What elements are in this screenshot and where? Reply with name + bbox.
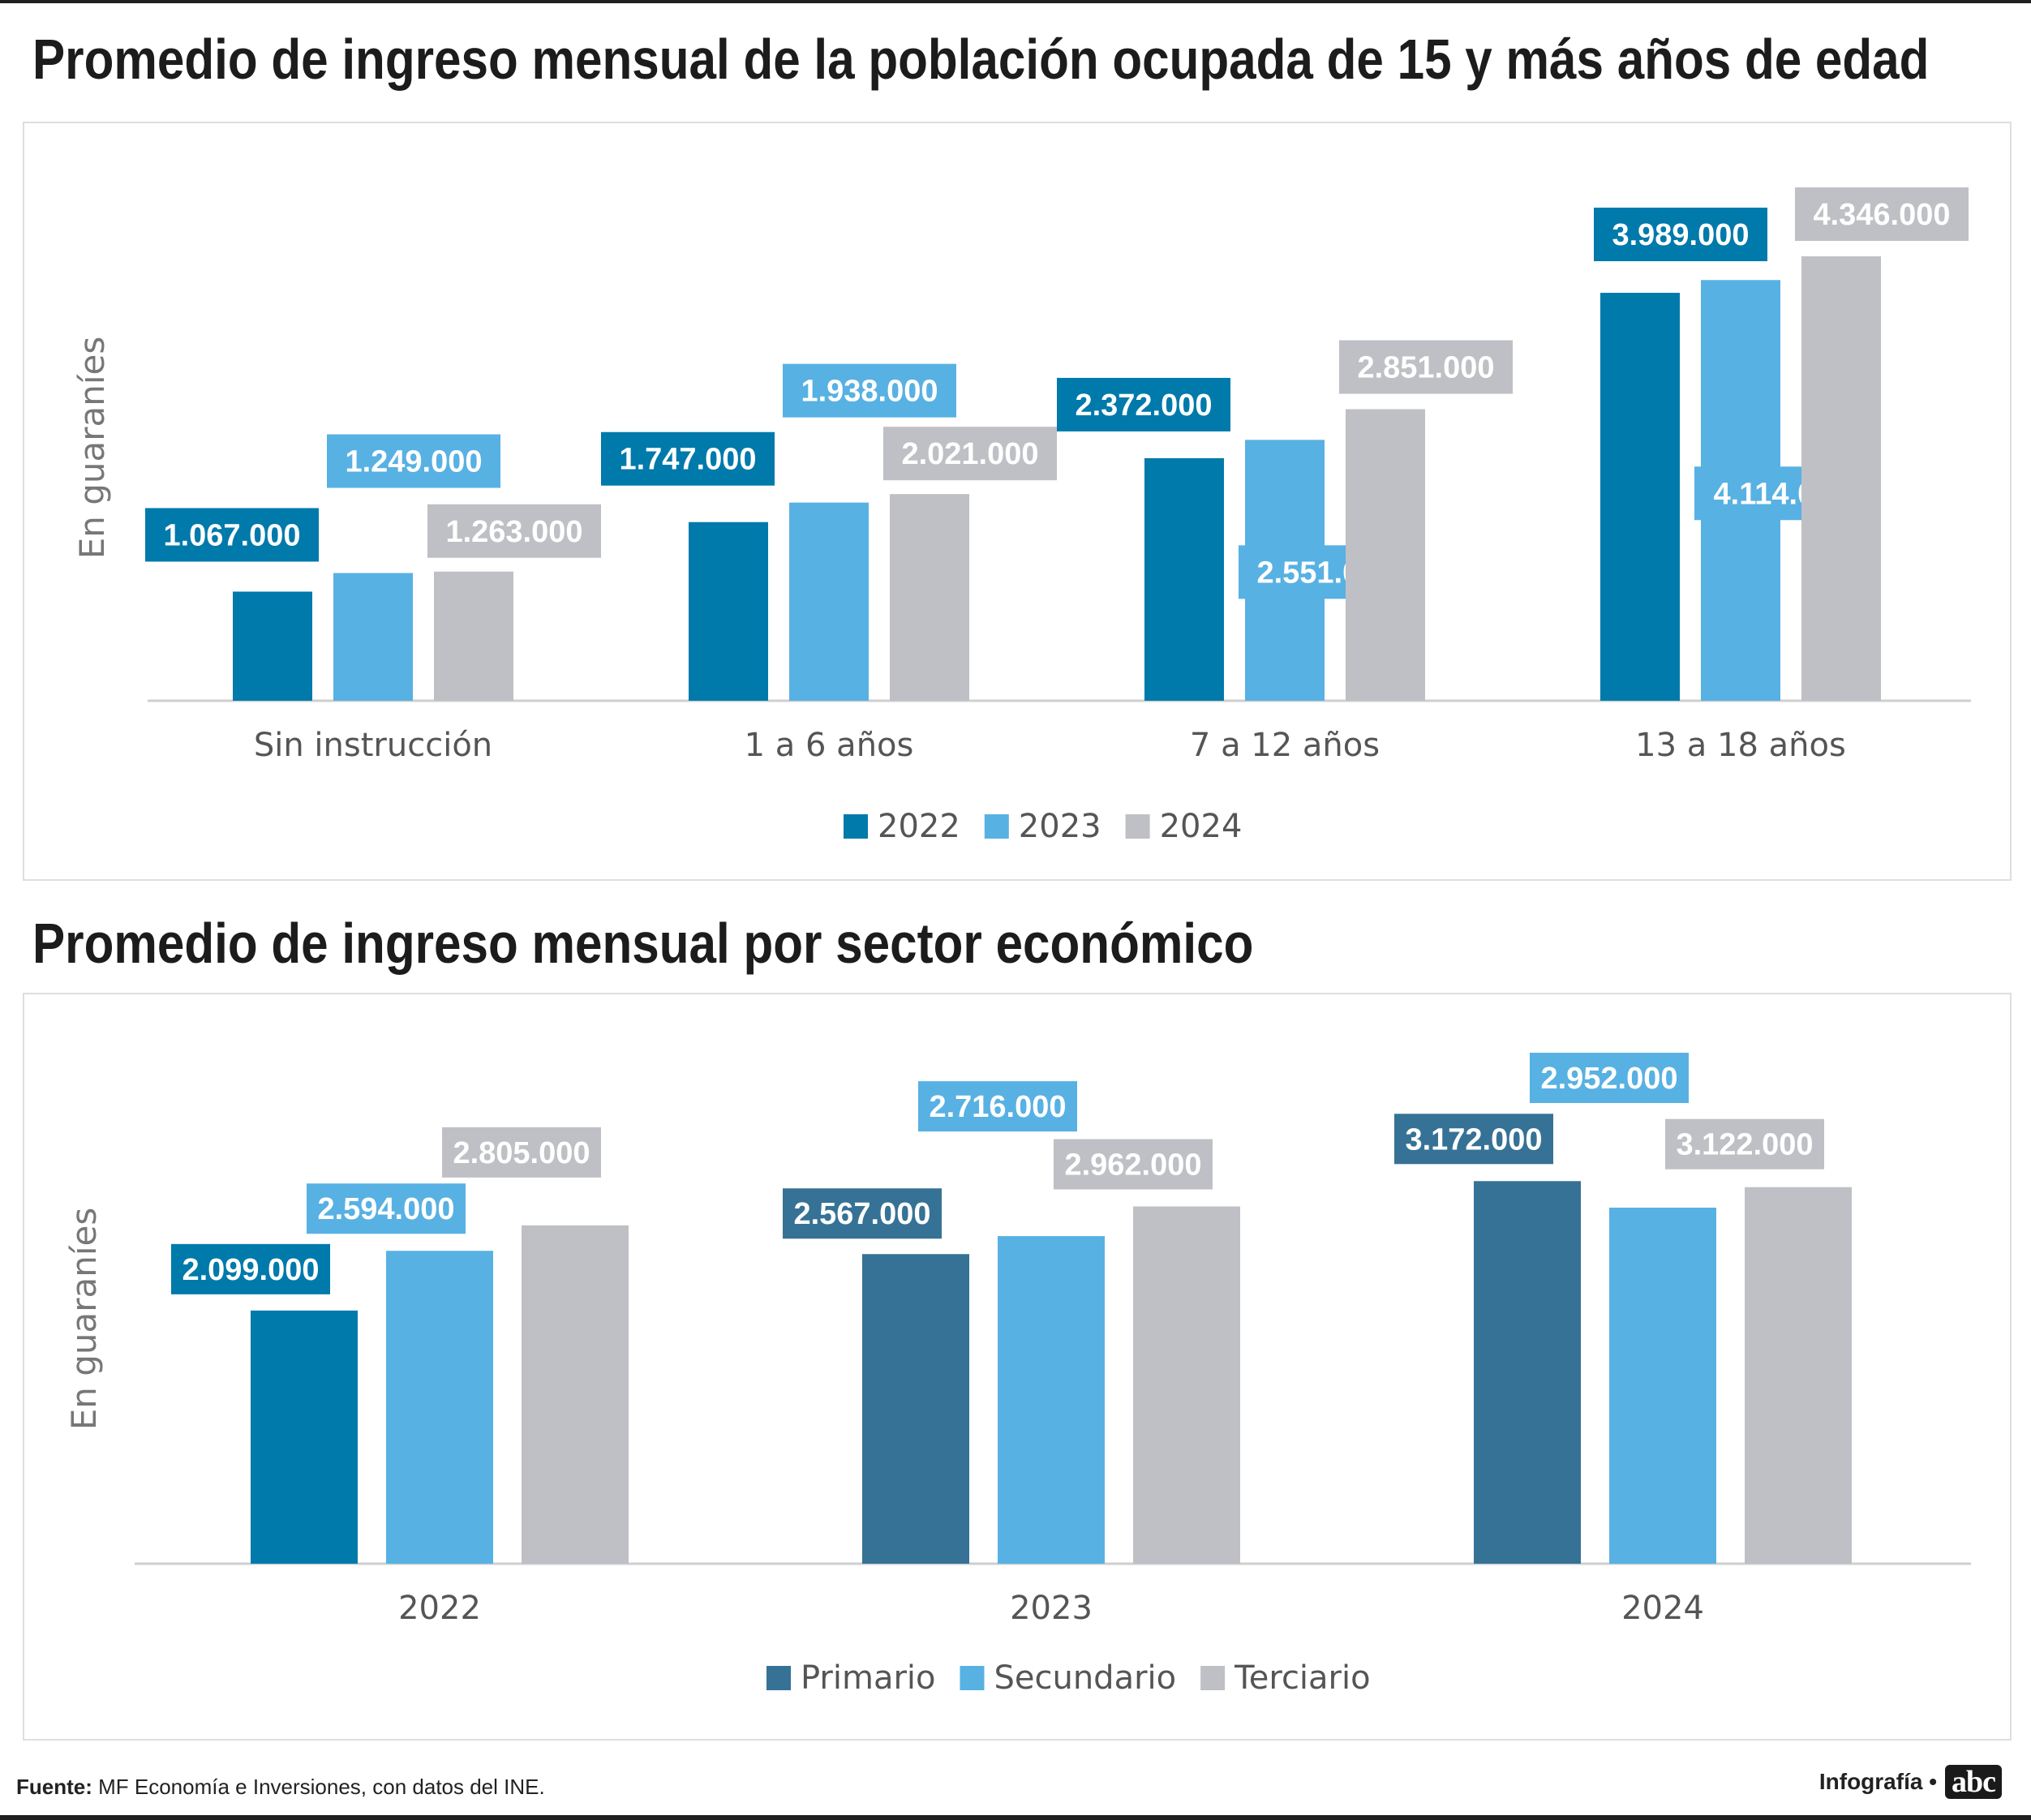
legend-swatch-2024 [1125,814,1150,839]
chart-education-svg: En guaraníes 1.067.000 1.249.000 1.263.000 S… [72,187,1971,845]
data-label-2024-13-a-18-anos: 4.346.000 [1813,198,1950,232]
chart-title-sector: Promedio de ingreso mensual por sector e… [32,912,1254,975]
data-label-2022-7-a-12-anos: 2.372.000 [1075,388,1212,423]
x-tick-label-2022: 2022 [398,1590,481,1627]
credit-text: Infografía • [1818,1769,1937,1794]
legend-label-2024: 2024 [1160,808,1243,845]
data-label-box-2022-sin-instruccion [145,508,319,562]
data-label-2022-1-a-6-anos: 1.747.000 [619,443,756,477]
chart-sector-svg: En guaraníes 2.099.000 2.594.000 2.805.000 2… [64,1052,1971,1697]
data-label-terciario-2023: 2.962.000 [1064,1148,1201,1182]
bar-2023-1-a-6-anos [789,502,869,701]
bar-terciario-2024 [1745,1187,1852,1564]
data-label-2022-sin-instruccion: 1.067.000 [163,518,300,552]
data-label-box-terciario-2023 [1054,1139,1213,1190]
data-label-box-2023-1-a-6-anos [783,363,956,418]
data-label-box-primario-2022 [171,1243,330,1294]
data-label-box-2023-sin-instruccion [327,434,500,488]
source-text: MF Economía e Inversiones, con datos del… [92,1775,545,1799]
x-tick-label-1-a-6-anos: 1 a 6 años [745,727,914,764]
data-label-terciario-2024: 3.122.000 [1676,1128,1813,1162]
data-label-2024-sin-instruccion: 1.263.000 [445,515,582,549]
x-tick-label-sin-instruccion: Sin instrucción [254,727,492,764]
x-tick-label-13-a-18-anos: 13 a 18 años [1635,727,1846,764]
bar-secundario-2023 [998,1236,1105,1564]
bar-2024-7-a-12-anos [1346,409,1425,701]
data-label-primario-2024: 3.172.000 [1405,1122,1542,1157]
data-label-box-primario-2024 [1394,1114,1553,1165]
chart-panel-sector: En guaraníes 2.099.000 2.594.000 2.805.000 2… [23,993,2012,1741]
data-label-2023-1-a-6-anos: 1.938.000 [801,375,938,409]
data-label-terciario-2022: 2.805.000 [453,1136,590,1170]
data-label-secundario-2023: 2.716.000 [929,1090,1066,1124]
legend-swatch-secundario [960,1666,985,1690]
legend-label-primario: Primario [801,1659,935,1697]
data-label-box-secundario-2022 [307,1183,466,1234]
bar-2022-sin-instruccion [233,591,312,701]
data-label-box-secundario-2024 [1530,1052,1689,1103]
data-label-box-2022-13-a-18-anos [1594,208,1767,262]
source-label: Fuente: [16,1775,92,1799]
y-axis-label: En guaraníes [64,1208,104,1431]
top-rule [0,0,2031,3]
data-label-box-terciario-2022 [442,1127,601,1178]
abc-logo: abc [1945,1765,2002,1799]
data-label-2024-1-a-6-anos: 2.021.000 [901,437,1038,471]
data-label-secundario-2022: 2.594.000 [317,1192,454,1226]
data-label-secundario-2024: 2.952.000 [1540,1062,1677,1096]
bar-primario-2024 [1474,1181,1581,1564]
bar-primario-2023 [862,1254,969,1564]
data-label-box-2022-7-a-12-anos [1057,377,1230,431]
x-tick-label-7-a-12-anos: 7 a 12 años [1190,727,1380,764]
bar-2024-13-a-18-anos [1801,256,1881,701]
data-label-box-2024-1-a-6-anos [883,427,1057,481]
bar-secundario-2022 [386,1251,493,1564]
data-label-box-terciario-2024 [1665,1118,1824,1170]
legend-label-terciario: Terciario [1234,1659,1370,1697]
bar-terciario-2023 [1133,1206,1240,1564]
legend-label-2023: 2023 [1019,808,1101,845]
data-label-box-2024-7-a-12-anos [1339,340,1513,394]
bar-primario-2022 [251,1310,358,1564]
data-label-2022-13-a-18-anos: 3.989.000 [1612,218,1749,252]
legend-label-secundario: Secundario [994,1659,1176,1697]
data-label-2024-7-a-12-anos: 2.851.000 [1357,351,1494,385]
bar-terciario-2022 [522,1225,629,1564]
legend-swatch-primario [766,1666,791,1690]
x-tick-label-2024: 2024 [1621,1590,1704,1627]
bar-2022-1-a-6-anos [689,522,768,701]
data-label-primario-2022: 2.099.000 [182,1253,319,1287]
credit: Infografía • abc [1819,1765,2002,1799]
data-label-box-secundario-2023 [918,1081,1077,1132]
data-label-2023-sin-instruccion: 1.249.000 [345,445,482,479]
bar-2024-1-a-6-anos [890,494,969,701]
bar-secundario-2024 [1609,1207,1716,1564]
data-label-box-2022-1-a-6-anos [601,431,775,486]
bar-2024-sin-instruccion [434,571,513,701]
data-label-box-2024-sin-instruccion [427,504,601,558]
chart-title-education: Promedio de ingreso mensual de la poblac… [32,28,1930,91]
data-label-primario-2023: 2.567.000 [793,1197,930,1231]
legend-swatch-2022 [844,814,868,839]
chart-panel-education: En guaraníes 1.067.000 1.249.000 1.263.000 S… [23,122,2012,881]
bottom-rule [0,1815,2031,1820]
source-note: Fuente: MF Economía e Inversiones, con d… [16,1775,545,1800]
bar-2022-7-a-12-anos [1144,457,1224,701]
data-label-box-2024-13-a-18-anos [1795,187,1969,242]
data-label-box-primario-2023 [783,1188,942,1239]
legend-swatch-2023 [984,814,1009,839]
x-tick-label-2023: 2023 [1010,1590,1093,1627]
bar-2023-sin-instruccion [333,573,413,701]
bar-2022-13-a-18-anos [1600,293,1680,701]
legend-swatch-terciario [1200,1666,1226,1690]
y-axis-label: En guaraníes [72,337,112,560]
legend-label-2022: 2022 [878,808,960,845]
